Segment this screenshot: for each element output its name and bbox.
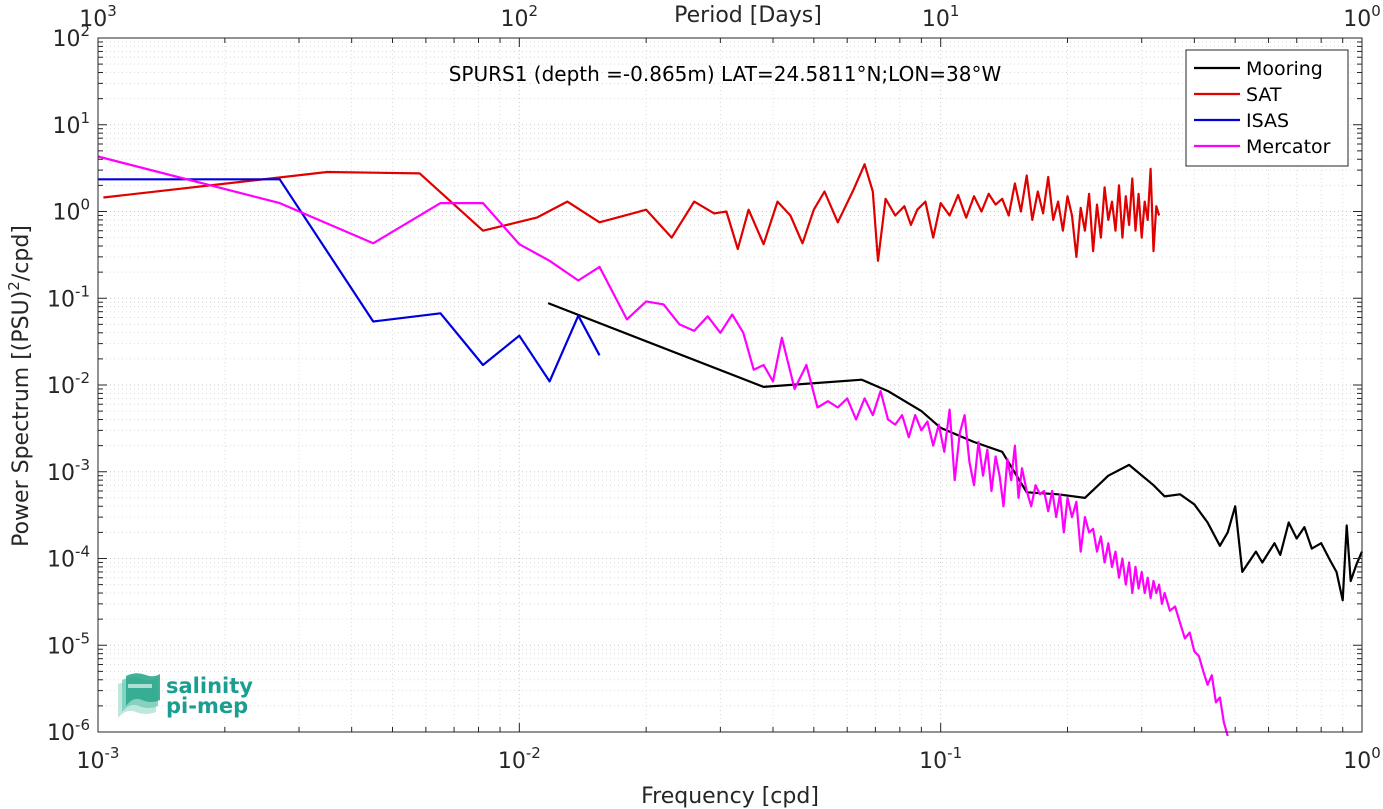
x-tick-label: 100 <box>1343 744 1381 774</box>
y-tick-label: 10-1 <box>47 282 90 312</box>
top-tick-label: 101 <box>922 2 960 32</box>
y-tick-label: 10-4 <box>47 543 90 573</box>
y-tick-label: 10-6 <box>47 716 90 746</box>
x-tick-label: 10-3 <box>77 744 120 774</box>
legend-label-isas: ISAS <box>1246 110 1289 132</box>
series-layer <box>97 155 1364 737</box>
top-tick-label: 102 <box>501 2 539 32</box>
chart-title: SPURS1 (depth =-0.865m) LAT=24.5811°N;LO… <box>449 62 1002 86</box>
x-axis-label: Frequency [cpd] <box>641 784 819 809</box>
y-tick-label: 10-2 <box>47 369 90 399</box>
series-line-sat <box>103 163 1161 262</box>
x-tick-label: 10-1 <box>919 744 962 774</box>
legend-label-mooring: Mooring <box>1246 58 1323 80</box>
top-tick-label: 103 <box>79 2 117 32</box>
top-axis-label: Period [Days] <box>674 3 822 28</box>
salinity-pi-mep-logo: salinity pi-mep <box>118 673 253 718</box>
legend-label-sat: SAT <box>1246 84 1282 106</box>
legend-label-mercator: Mercator <box>1246 136 1331 158</box>
legend-items: Mooring SAT ISAS Mercator <box>1194 58 1331 158</box>
x-tick-label: 10-2 <box>498 744 541 774</box>
y-axis-label-tail: /cpd] <box>9 225 34 281</box>
series-line-isas <box>98 178 601 383</box>
y-tick-label: 100 <box>52 196 90 226</box>
y-axis-label-exponent: 2 <box>5 281 23 291</box>
top-tick-label: 100 <box>1343 2 1381 32</box>
logo-wave-icon <box>118 673 160 718</box>
legend: Mooring SAT ISAS Mercator <box>1185 49 1349 167</box>
grid <box>97 38 1362 733</box>
series-line-mercator <box>97 155 1229 737</box>
logo-line1: salinity <box>166 674 253 698</box>
y-axis-label-main: Power Spectrum [(PSU) <box>9 291 34 547</box>
y-tick-label: 101 <box>52 109 90 139</box>
y-tick-label: 10-5 <box>47 629 90 659</box>
y-tick-label: 102 <box>52 22 90 52</box>
y-axis-label: Power Spectrum [(PSU)2/cpd] <box>5 225 34 547</box>
y-tick-label: 10-3 <box>47 456 90 486</box>
logo-line2: pi-mep <box>166 694 248 718</box>
